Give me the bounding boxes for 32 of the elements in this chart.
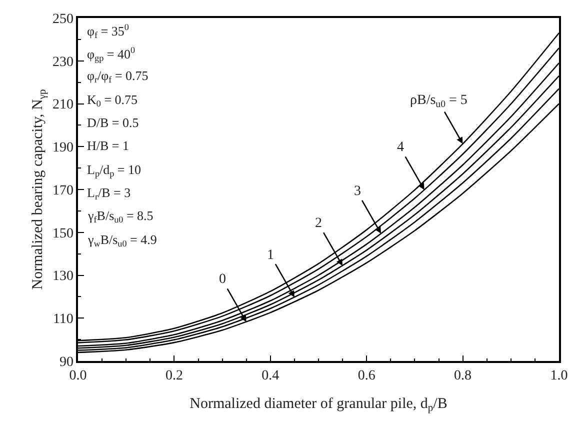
y-tick-label: 170 (52, 183, 74, 198)
annotation: 4 (397, 140, 404, 155)
annotation: D/B = 0.5 (87, 115, 139, 130)
annotation: γ$_{f}$B/s$_{u0}$ = 8.5 (87, 208, 154, 225)
annotation: K$_{0}$ = 0.75 (87, 92, 138, 109)
y-tick-label: 110 (52, 312, 74, 328)
annotation: 3 (354, 184, 361, 199)
y-tick-label: 210 (52, 98, 74, 113)
y-tick-label: 230 (52, 54, 74, 70)
annotation: L$_{p}$/d$_{p}$ = 10 (87, 162, 142, 179)
annotation: L$_{r}$/B = 3 (87, 185, 131, 202)
annotation: ρB/s$_{u0}$ = 5 (410, 93, 468, 110)
x-axis-title: Normalized diameter of granular pile, d$_{p}$/B (190, 396, 448, 414)
y-tick-label: 90 (59, 354, 74, 370)
x-tick-label: 0.0 (69, 368, 87, 384)
x-tick-label: 1.0 (550, 368, 568, 384)
annotation: φ$_{r}$/φ$_{f}$ = 0.75 (87, 68, 148, 85)
x-tick-label: 0.4 (262, 368, 280, 384)
x-tick-label: 0.2 (165, 368, 183, 384)
x-tick-label: 0.8 (454, 368, 472, 384)
x-tick-label: 0.6 (358, 368, 376, 384)
y-tick-label: 190 (52, 140, 74, 156)
annotation: 1 (267, 248, 274, 263)
y-tick-label: 130 (52, 269, 74, 284)
y-tick-label: 150 (52, 226, 74, 242)
y-tick-label: 250 (52, 12, 74, 27)
annotation: φ$_{gp}$ = 40$^{0}$ (87, 45, 136, 64)
annotation: H/B = 1 (87, 138, 130, 153)
annotation: 0 (219, 272, 226, 287)
annotation: φ$_{f}$ = 35$^{0}$ (87, 22, 130, 40)
annotation: 2 (315, 216, 322, 231)
annotation: γ$_{w}$B/s$_{u0}$ = 4.9 (87, 232, 157, 249)
